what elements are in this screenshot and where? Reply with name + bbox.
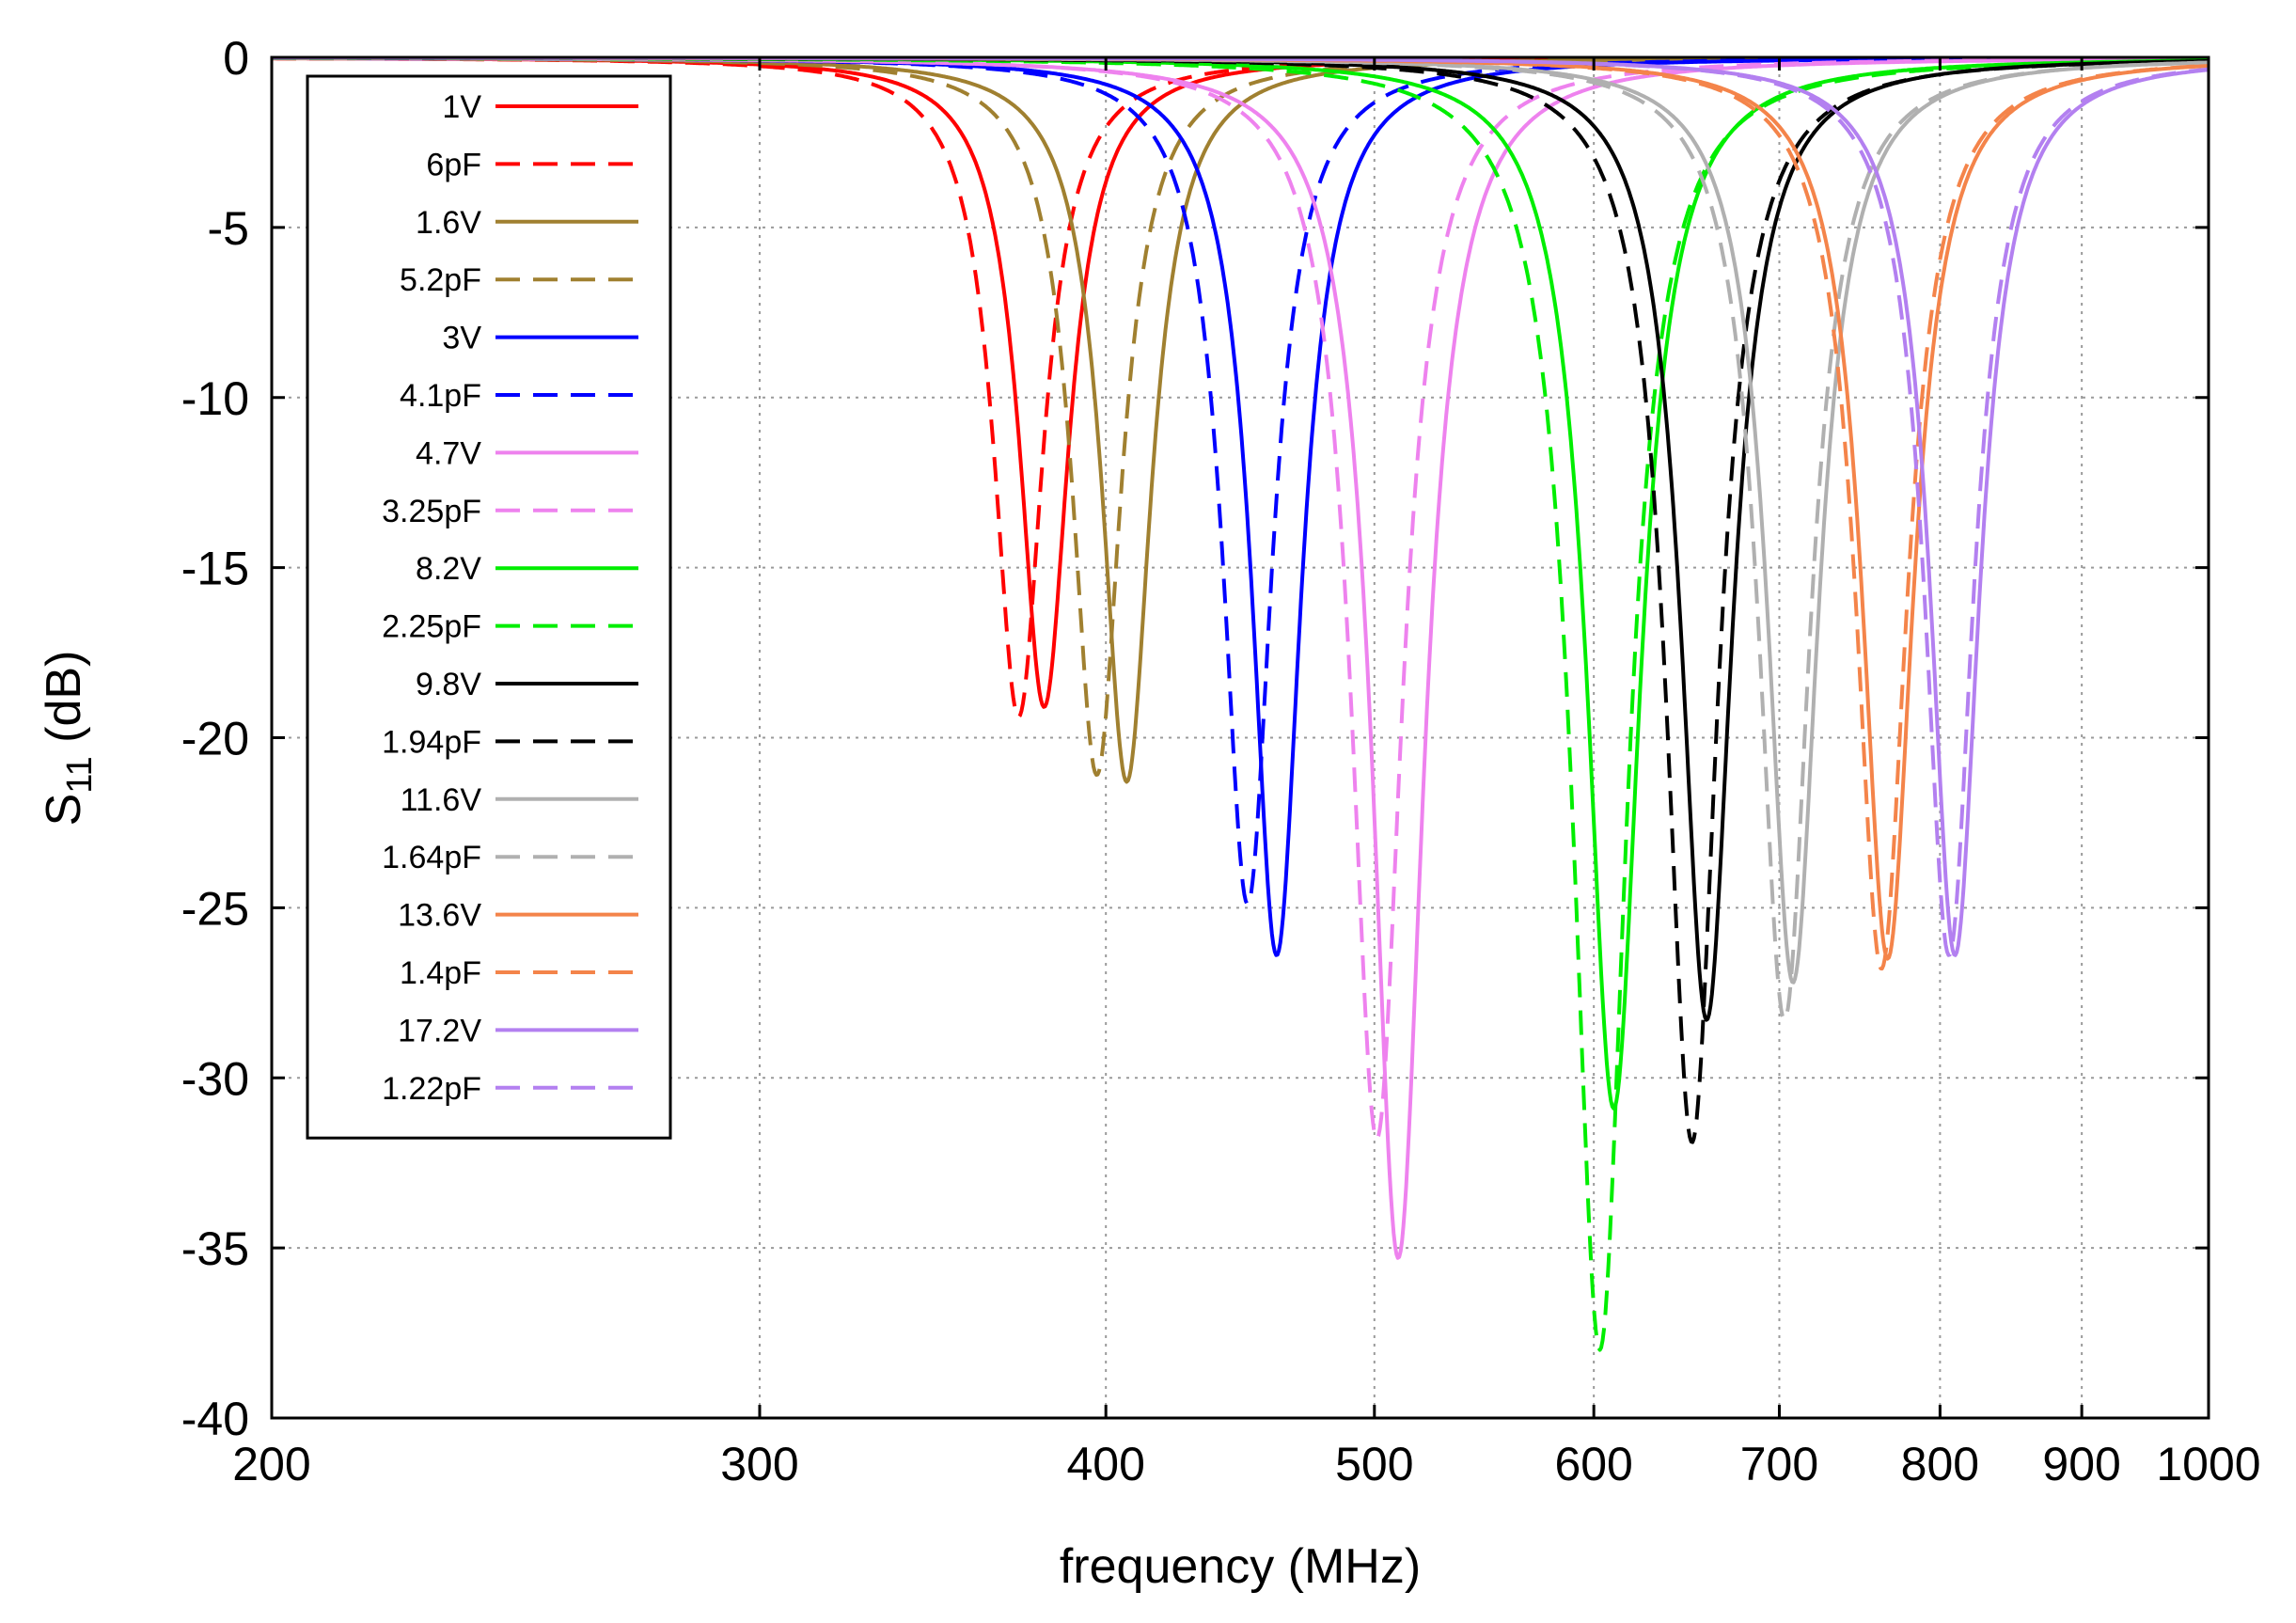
y-tick-label: -5 <box>208 202 249 255</box>
legend-label: 8.2V <box>416 551 481 587</box>
legend: 1V 6pF 1.6V 5.2pF 3V 4.1pF 4.7V 3.25pF 8.2V 2.25p… <box>306 74 672 1140</box>
x-tick-label: 600 <box>1554 1438 1632 1490</box>
y-axis-title-rest: (dB) <box>37 651 91 757</box>
y-tick-label: -15 <box>181 543 249 595</box>
y-tick-label: -35 <box>181 1222 249 1275</box>
x-tick-label: 1000 <box>2156 1438 2260 1490</box>
x-tick-label: 300 <box>720 1438 798 1490</box>
y-tick-label: -40 <box>181 1393 249 1445</box>
y-tick-label: -25 <box>181 882 249 935</box>
legend-label: 1.64pF <box>382 840 481 875</box>
y-tick-label: -20 <box>181 713 249 765</box>
legend-label: 11.6V <box>401 782 482 818</box>
legend-label: 4.1pF <box>400 378 481 414</box>
y-tick-label: 0 <box>223 32 249 85</box>
legend-label: 13.6V <box>398 898 481 934</box>
legend-label: 3.25pF <box>382 494 481 529</box>
y-axis-title: S11 (dB) <box>37 651 100 827</box>
legend-label: 1.6V <box>416 205 481 241</box>
x-tick-label: 900 <box>2042 1438 2120 1490</box>
legend-label: 2.25pF <box>382 609 481 645</box>
legend-label: 1.22pF <box>382 1071 481 1107</box>
legend-label: 4.7V <box>416 435 481 471</box>
y-tick-label: -30 <box>181 1052 249 1105</box>
x-tick-label: 800 <box>1901 1438 1979 1490</box>
axis-ticks: 200 300 400 500 600 700 800 900 1000 0 -5 -10 -15 -20… <box>181 32 2261 1490</box>
legend-label: 1.94pF <box>382 724 481 760</box>
legend-label: 1V <box>442 89 481 125</box>
y-axis-title-subscript: 11 <box>60 756 100 793</box>
x-tick-label: 700 <box>1740 1438 1818 1490</box>
x-tick-label: 400 <box>1066 1438 1144 1490</box>
legend-label: 9.8V <box>416 667 481 702</box>
y-tick-label: -10 <box>181 372 249 425</box>
legend-label: 3V <box>442 321 481 356</box>
legend-label: 17.2V <box>398 1013 481 1048</box>
legend-label: 6pF <box>426 147 481 182</box>
legend-box <box>306 74 672 1140</box>
x-axis-title: frequency (MHz) <box>1060 1539 1421 1594</box>
legend-label: 1.4pF <box>400 955 481 991</box>
x-tick-label: 500 <box>1335 1438 1413 1490</box>
x-tick-label: 200 <box>232 1438 310 1490</box>
legend-label: 5.2pF <box>400 262 481 298</box>
y-axis-title-main: S <box>37 794 91 827</box>
